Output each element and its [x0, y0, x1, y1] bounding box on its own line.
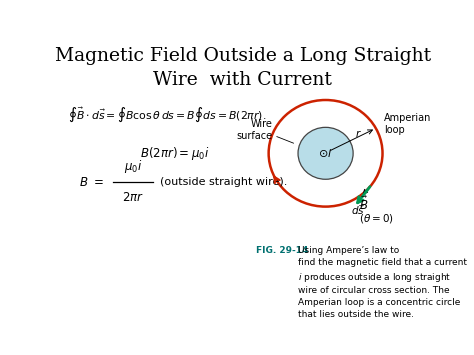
Text: Wire
surface: Wire surface — [236, 119, 272, 141]
Text: $\oint \vec{B}\cdot d\vec{s} = \oint B\cos\theta\, ds = B\oint ds = B(2\pi r).$: $\oint \vec{B}\cdot d\vec{s} = \oint B\c… — [68, 106, 267, 124]
Text: $B(2\pi r) = \mu_0 i$: $B(2\pi r) = \mu_0 i$ — [140, 145, 210, 162]
Text: $\vec{B}$: $\vec{B}$ — [359, 196, 369, 213]
Text: $d\vec{s}$: $d\vec{s}$ — [351, 203, 366, 217]
Text: Amperian
loop: Amperian loop — [384, 113, 432, 135]
Text: $B\ =\ $: $B\ =\ $ — [80, 175, 104, 189]
Text: $\mu_0 i$: $\mu_0 i$ — [124, 158, 142, 175]
Text: Using Ampere’s law to
find the magnetic field that a current
$i$ produces outsid: Using Ampere’s law to find the magnetic … — [298, 246, 467, 319]
Text: $\odot i$: $\odot i$ — [319, 147, 333, 159]
Text: Wire  with Current: Wire with Current — [154, 71, 332, 89]
Text: Magnetic Field Outside a Long Straight: Magnetic Field Outside a Long Straight — [55, 47, 431, 65]
Text: $2\pi r$: $2\pi r$ — [122, 191, 144, 203]
Text: $(\theta = 0)$: $(\theta = 0)$ — [359, 212, 394, 225]
Text: (outside straight wire).: (outside straight wire). — [160, 177, 288, 187]
Text: FIG. 29-14: FIG. 29-14 — [256, 246, 308, 255]
Ellipse shape — [298, 127, 353, 179]
Text: $r$: $r$ — [355, 127, 362, 138]
